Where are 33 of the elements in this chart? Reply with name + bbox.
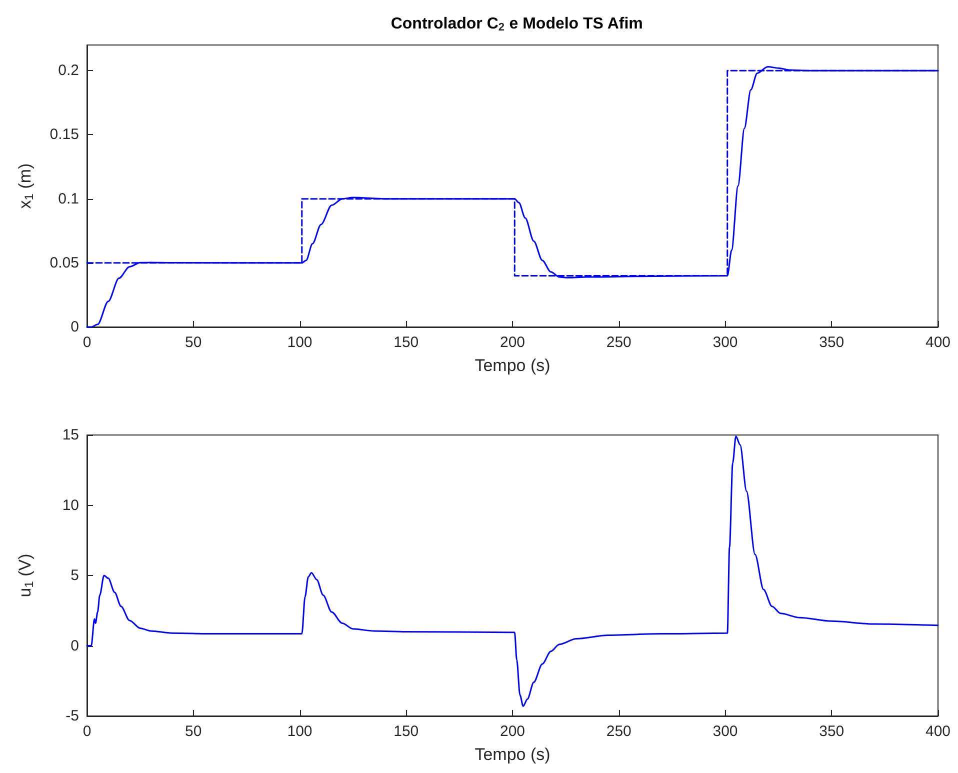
x-tick-label: 300 [712, 723, 738, 740]
x-tick-label: 150 [394, 723, 419, 740]
y-tick-label: 0 [70, 318, 79, 336]
y-tick-label: 0.1 [58, 190, 79, 208]
x-tick-label: 0 [82, 723, 92, 740]
x-tick-label: 250 [606, 334, 632, 351]
x-tick-label: 100 [287, 723, 312, 740]
x-tick-label: 350 [819, 723, 844, 740]
x-tick-label: 200 [500, 723, 526, 740]
y-tick-label: 0.15 [50, 126, 79, 144]
x-tick-label: 150 [394, 334, 419, 351]
x-tick-label: 400 [925, 334, 951, 351]
x-tick-label: 350 [819, 334, 844, 351]
y-tick-label: 0.2 [58, 62, 79, 80]
x-axis-title: Tempo (s) [474, 356, 550, 375]
x-tick-label: 50 [185, 723, 202, 740]
y-tick-label: -5 [66, 708, 79, 724]
y-tick-label: 15 [62, 426, 79, 444]
y-axis-title: u1 (V) [16, 554, 36, 598]
y-tick-label: 0 [70, 637, 79, 654]
y-tick-label: 10 [62, 496, 79, 514]
x-tick-label: 100 [287, 334, 312, 351]
x-tick-label: 0 [82, 334, 92, 351]
y-tick-label: 0.05 [50, 254, 79, 272]
x-axis-title: Tempo (s) [474, 745, 550, 764]
x-tick-label: 400 [925, 723, 951, 740]
x-tick-label: 200 [500, 334, 526, 351]
line-series [86, 436, 939, 707]
y-axis-title: x1 (m) [16, 163, 36, 209]
y-tick-label: 5 [70, 567, 79, 584]
x-tick-label: 300 [712, 334, 738, 351]
x-tick-label: 250 [606, 723, 632, 740]
x-tick-label: 50 [185, 334, 202, 351]
